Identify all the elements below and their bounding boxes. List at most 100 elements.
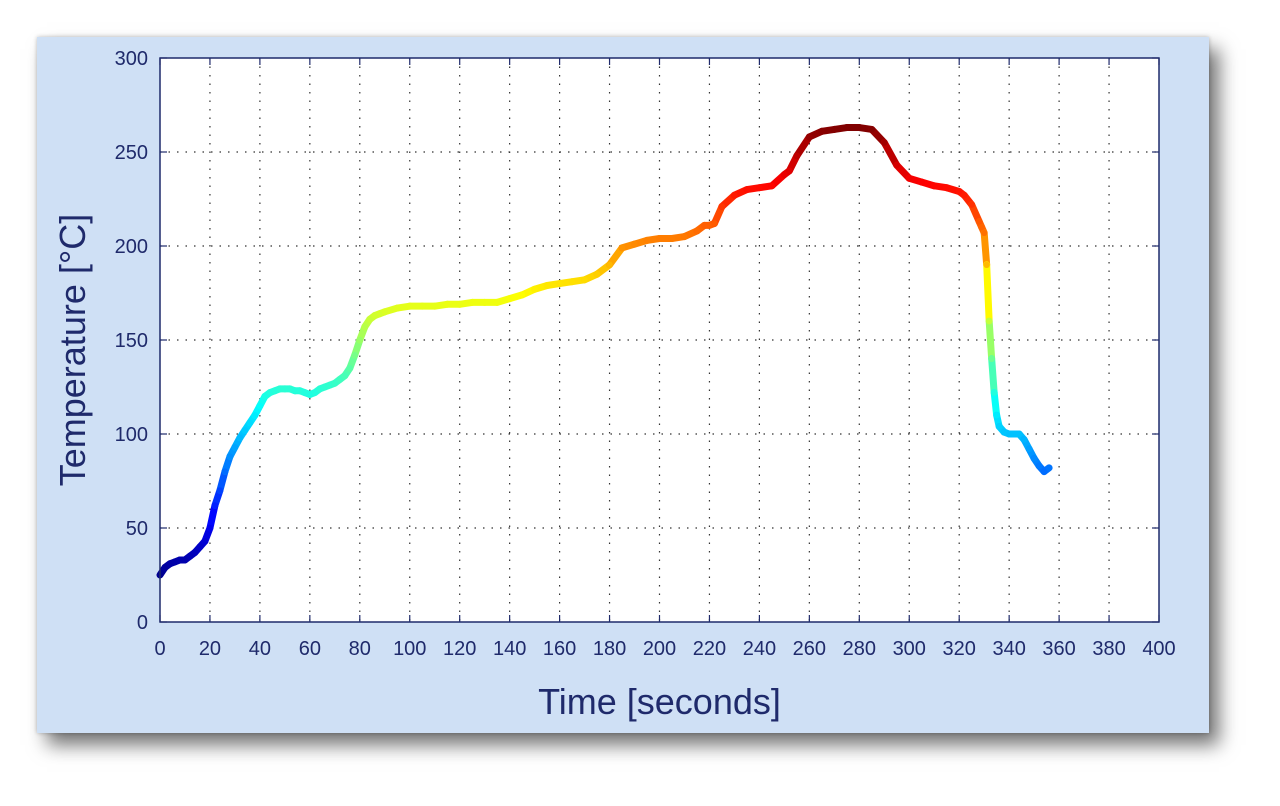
data-point [256,402,264,409]
data-point [1040,468,1048,475]
data-point [306,391,314,398]
data-point [931,182,938,190]
data-point [419,302,426,310]
x-tick-label: 60 [299,638,321,660]
data-point [556,280,563,287]
data-point [993,412,1000,419]
x-tick-label: 160 [543,638,576,660]
data-point [376,310,383,317]
series-line-segment [206,501,219,532]
data-point [960,192,968,199]
axes-box [159,57,1160,623]
data-point [266,389,274,396]
data-point [731,192,738,199]
data-point [893,161,900,169]
data-point [281,385,289,393]
y-tick-label: 50 [126,518,148,540]
data-point [241,427,249,434]
data-point [693,227,701,235]
x-tick-label: 180 [593,638,626,660]
data-point [191,549,199,556]
data-point [843,124,851,131]
data-point [606,261,613,268]
data-point [226,453,234,460]
data-point [718,203,726,210]
data-point [980,229,988,237]
y-tick-label: 150 [115,330,148,352]
data-point [236,434,244,441]
x-tick-label: 280 [843,638,876,660]
data-point [1005,430,1013,438]
temperature-time-chart: 0 20 40 60 80 100 120 140 160 180 200 220 240 260 280 3… [52,48,1176,722]
data-point [286,385,294,393]
data-point [643,237,651,244]
data-point [336,376,344,383]
data-point [176,556,184,564]
y-tick-label: 300 [115,48,148,70]
data-point [868,126,875,133]
data-point [995,423,1003,430]
data-point [468,299,476,306]
data-point [456,301,463,308]
x-tick-label: 20 [199,638,221,660]
data-point [881,139,888,146]
data-point [818,128,826,135]
x-tick-label: 260 [793,638,826,660]
y-tick-label: 250 [115,142,148,164]
data-point [856,124,863,131]
grid-lines [160,58,1159,622]
data-point [361,323,368,331]
data-point [956,188,963,195]
data-point [206,524,214,532]
data-point [231,443,239,451]
data-point [296,387,304,394]
data-point [743,186,751,193]
data-series [156,124,1053,579]
data-point [918,178,925,186]
x-tick-label: 0 [154,638,165,660]
data-point [181,556,189,564]
data-point [1045,464,1053,472]
data-point [356,336,363,344]
y-tick-label: 100 [115,424,148,446]
data-point [171,558,179,566]
data-point [968,201,975,208]
series-line-segment [983,261,993,325]
data-point [681,233,688,240]
x-tick-label: 360 [1042,638,1075,660]
tick-labels: 0 20 40 60 80 100 120 140 160 180 200 220 240 260 280 3… [115,48,1176,660]
data-point [831,126,838,133]
data-point [806,133,813,141]
data-point [506,295,513,302]
data-point [983,261,990,268]
data-point [701,222,708,229]
data-point [166,560,174,567]
data-point [301,389,309,396]
data-point [481,299,488,306]
data-point [251,412,259,419]
data-point [756,184,763,191]
x-tick-label: 100 [393,638,426,660]
data-point [593,271,601,278]
x-tick-label: 340 [992,638,1025,660]
series-line-segment [985,317,996,363]
data-point [543,282,551,289]
y-axis-label: Temperature [°C] [52,214,93,487]
x-tick-label: 220 [693,638,726,660]
data-point [1010,430,1018,438]
x-tick-label: 40 [249,638,271,660]
x-tick-label: 380 [1092,638,1125,660]
data-point [990,389,998,396]
data-point [781,171,788,178]
data-point [988,355,995,362]
data-point [371,312,378,319]
x-tick-label: 400 [1142,638,1175,660]
data-point [668,235,676,242]
data-point [161,564,169,571]
data-point [186,553,194,560]
data-point [518,291,526,299]
data-point [276,385,284,393]
data-point [631,240,638,248]
series-line-segment [988,355,998,397]
data-point [618,244,626,252]
